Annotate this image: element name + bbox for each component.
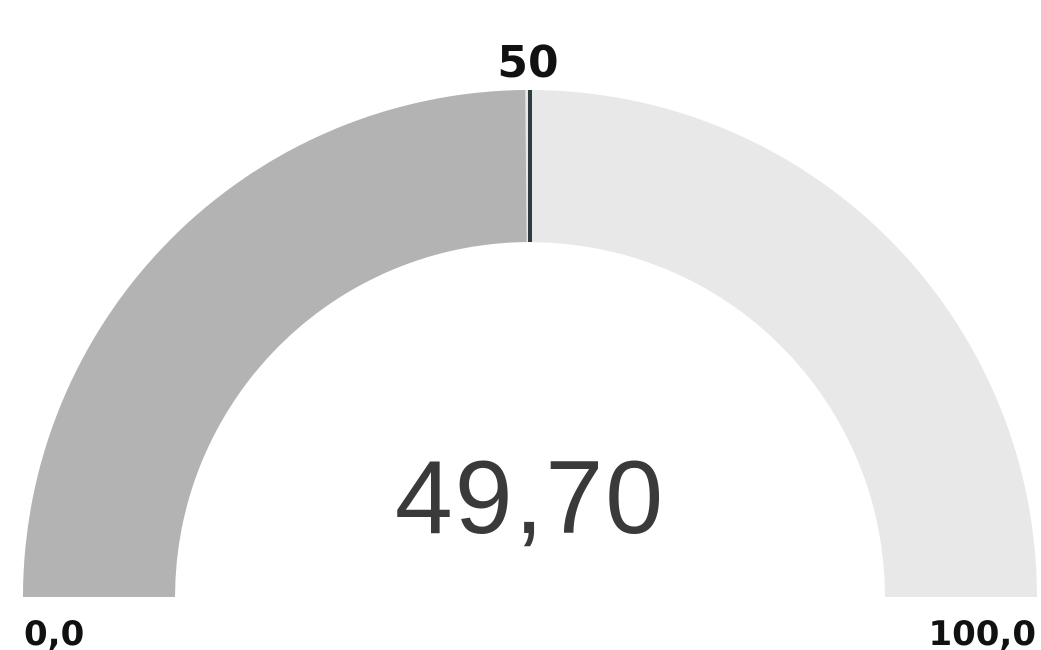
gauge-min-label: 0,0 [24, 614, 84, 650]
gauge-max-label: 100,0 [928, 614, 1036, 650]
gauge-value-label: 49,70 [395, 440, 665, 556]
target-label: 50 [497, 37, 558, 88]
gauge-value-fill [23, 90, 527, 597]
